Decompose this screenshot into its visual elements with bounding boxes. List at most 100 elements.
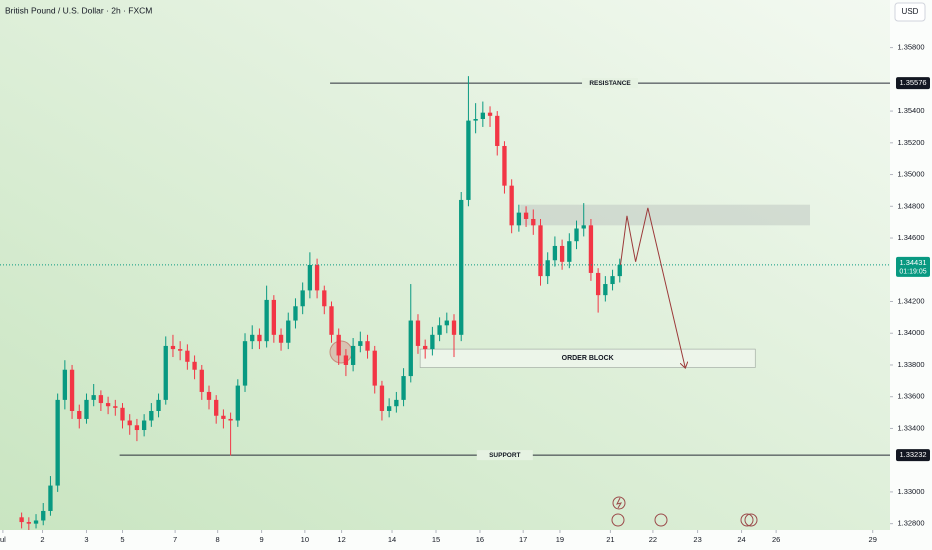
candle-body: [33, 520, 39, 524]
x-tick-label: 23: [693, 535, 701, 544]
y-tick-label: 1.33800: [897, 360, 924, 369]
candle-body: [372, 350, 377, 386]
candle-body: [242, 341, 248, 386]
candle-body: [163, 345, 168, 400]
x-tick-label: 15: [432, 535, 440, 544]
y-tick-label: 1.33600: [897, 392, 924, 401]
currency-box[interactable]: [894, 2, 926, 22]
candle-body: [300, 290, 305, 307]
candle-body: [141, 420, 147, 431]
candle-body: [214, 399, 219, 416]
y-tick-label: 1.35400: [897, 106, 924, 115]
x-tick-label: 24: [737, 535, 745, 544]
candle-body: [343, 355, 349, 365]
current-price-box: [896, 256, 930, 277]
countdown: 01:19:05: [899, 269, 926, 276]
currency[interactable]: USD: [902, 7, 919, 16]
zone: [520, 204, 811, 226]
candle-body: [257, 334, 262, 342]
candle-body: [127, 420, 132, 426]
candle-body: [48, 485, 53, 511]
candle-body: [62, 369, 68, 400]
candle-body: [322, 290, 327, 307]
y-tick-label: 1.33000: [897, 487, 924, 496]
current-price: 1.34431: [899, 258, 926, 267]
x-tick-label: ul: [0, 535, 6, 544]
candle-body: [84, 399, 89, 419]
candle-body: [358, 341, 363, 346]
candle-body: [91, 395, 96, 400]
level-price-box: [896, 449, 930, 462]
candles: [19, 76, 622, 530]
candle-body: [531, 218, 536, 226]
candle-body: [156, 399, 161, 411]
candle-body: [502, 145, 507, 186]
x-tick-label: 8: [216, 535, 220, 544]
candle-body: [617, 265, 622, 277]
candle-body: [459, 199, 464, 335]
x-tick-label: 9: [260, 535, 264, 544]
candle-body: [314, 265, 320, 291]
chart-title: British Pound / U.S. Dollar · 2h · FXCM: [5, 5, 152, 15]
candle-body: [523, 212, 529, 219]
candle-body: [199, 369, 204, 392]
candle-body: [538, 225, 543, 277]
candle-body: [113, 406, 118, 408]
y-tick-label: 1.33400: [897, 423, 924, 432]
candle-body: [286, 320, 291, 343]
candle-body: [466, 120, 471, 200]
level-label: RESISTANCE: [589, 80, 631, 87]
candle-body: [264, 299, 269, 342]
candle-body: [19, 517, 24, 523]
candle-body: [228, 418, 233, 421]
x-tick-label: 14: [388, 535, 396, 544]
x-tick-label: 3: [84, 535, 88, 544]
candle-body: [178, 349, 183, 351]
candle-body: [408, 320, 413, 377]
level-price: 1.35576: [899, 78, 926, 87]
candle-body: [430, 334, 435, 350]
candle-body: [574, 228, 579, 242]
candle-body: [437, 325, 442, 335]
candle-body: [581, 225, 586, 229]
x-tick-label: 21: [606, 535, 614, 544]
candle-body: [509, 185, 514, 226]
x-tick-label: 5: [120, 535, 124, 544]
projection-path: [619, 207, 685, 368]
candle-body: [415, 320, 421, 346]
candle-body: [69, 369, 75, 411]
x-tick-label: 12: [337, 535, 345, 544]
x-tick-label: 17: [519, 535, 527, 544]
candle-body: [170, 345, 176, 350]
y-tick-label: 1.34000: [897, 328, 924, 337]
candle-body: [77, 410, 82, 419]
x-tick-label: 29: [869, 535, 877, 544]
candle-body: [336, 334, 341, 356]
candle-body: [423, 345, 428, 350]
highlight-circle: [329, 340, 353, 364]
candle-body: [567, 241, 572, 262]
y-tick-label: 1.34600: [897, 233, 924, 242]
candle-body: [588, 225, 594, 273]
candle-body: [401, 376, 406, 400]
zone-label: ORDER BLOCK: [562, 355, 614, 362]
candle-body: [192, 361, 197, 370]
candle-body: [444, 320, 449, 326]
candle-body: [329, 306, 334, 335]
candle-body: [603, 284, 608, 296]
candle-body: [379, 385, 385, 411]
candle-body: [552, 245, 558, 261]
y-tick-label: 1.35800: [897, 43, 924, 52]
candle-body: [350, 345, 356, 365]
x-tick-label: 10: [301, 535, 309, 544]
candle-body: [185, 350, 190, 362]
x-tick-label: 2: [40, 535, 44, 544]
candle-body: [221, 415, 226, 419]
candle-body: [365, 341, 370, 351]
candle-body: [473, 119, 478, 121]
candle-body: [41, 510, 46, 521]
candle-body: [480, 112, 485, 120]
candle-body: [55, 399, 60, 486]
